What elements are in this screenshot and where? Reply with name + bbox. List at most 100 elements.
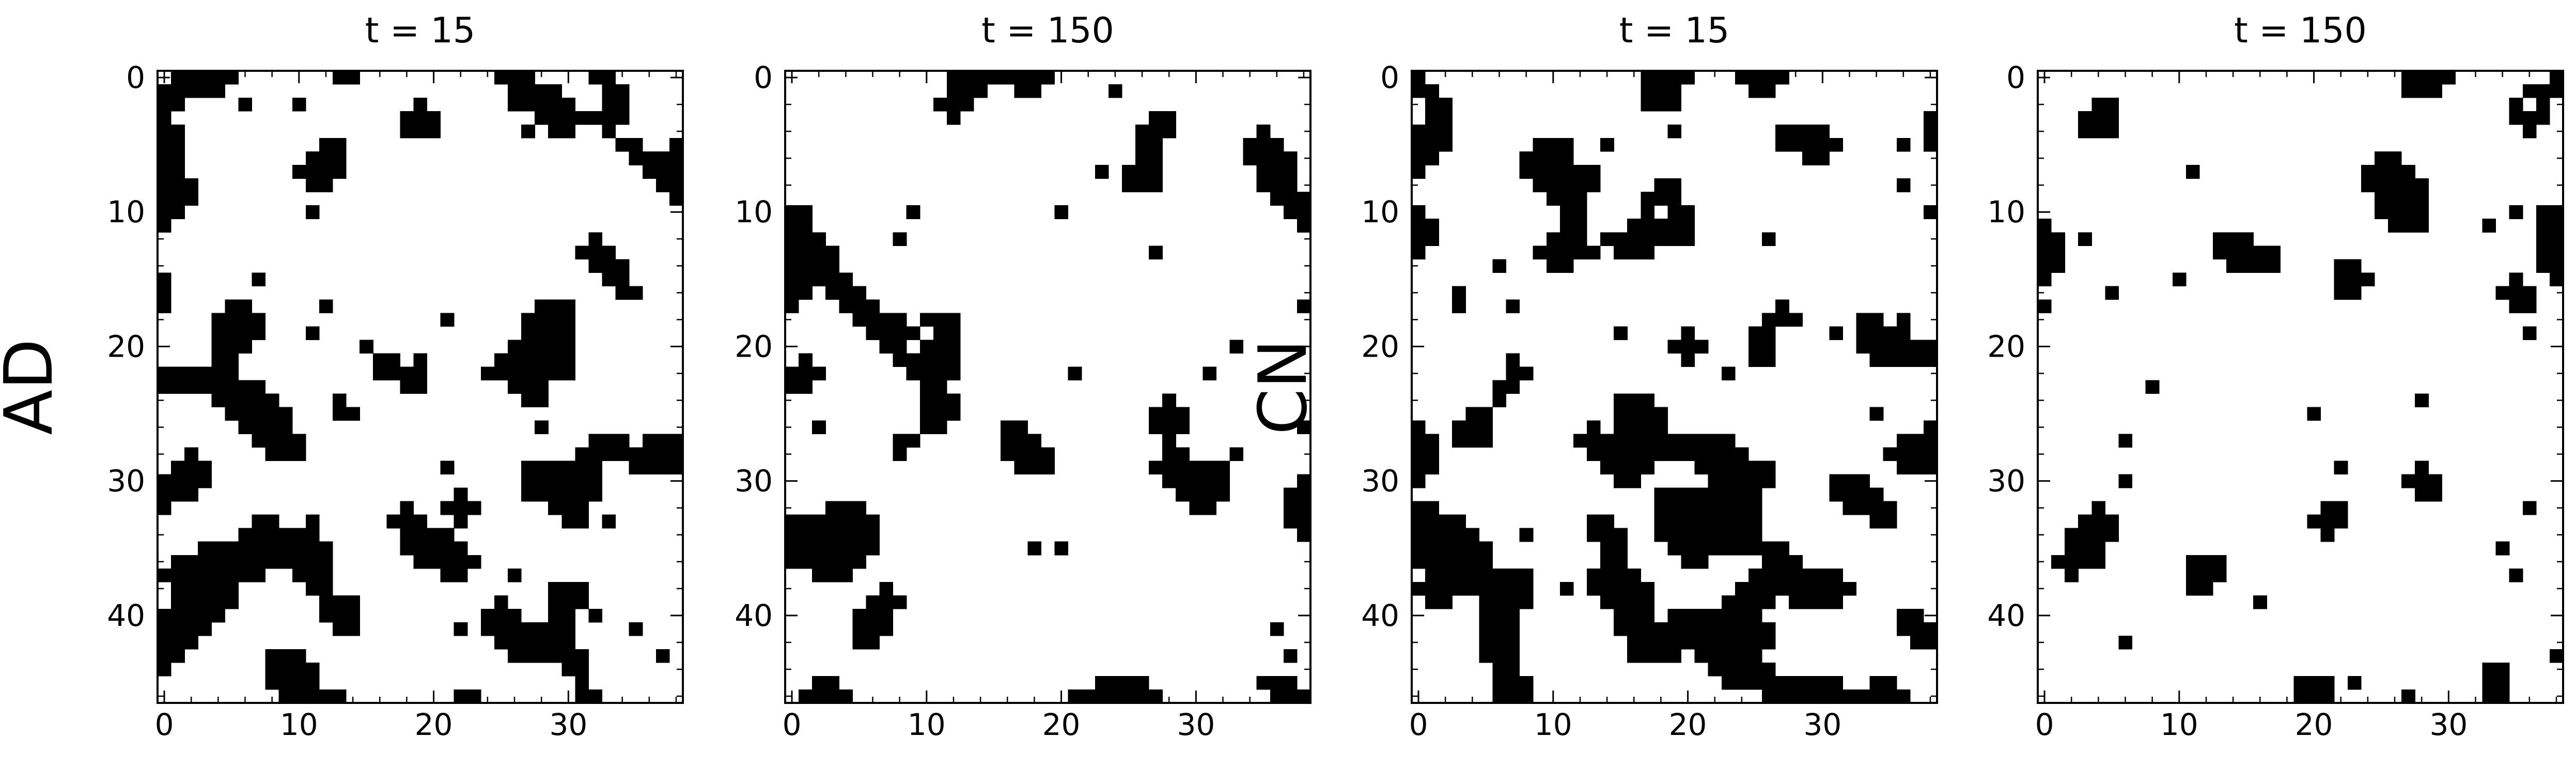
heatmap-cell [171, 461, 185, 475]
heatmap-cell [2105, 125, 2119, 139]
heatmap-cell [1627, 581, 1641, 596]
panel-background [2038, 71, 2563, 703]
heatmap-cell [333, 595, 347, 609]
heatmap-cell [1802, 151, 1816, 165]
x-tick-label: 30 [1177, 707, 1215, 742]
heatmap-cell [1546, 232, 1560, 246]
heatmap-cell [1641, 71, 1654, 85]
heatmap-cell [2522, 286, 2537, 300]
heatmap-cell [866, 326, 880, 341]
heatmap-cell [1762, 340, 1776, 354]
heatmap-cell [1694, 514, 1709, 529]
heatmap-cell [440, 541, 455, 556]
heatmap-cell [1721, 487, 1736, 502]
x-tick-label: 0 [155, 707, 174, 742]
heatmap-cell [1748, 622, 1762, 636]
heatmap-cell [1546, 165, 1560, 179]
heatmap-cell [1869, 340, 1884, 354]
heatmap-cell [1412, 84, 1426, 98]
heatmap-cell [171, 608, 185, 623]
heatmap-cell [1149, 420, 1163, 435]
heatmap-cell [561, 366, 575, 381]
heatmap-cell [2536, 205, 2550, 219]
heatmap-cell [1654, 501, 1668, 515]
heatmap-cell [1735, 514, 1749, 529]
heatmap-cell [919, 313, 934, 327]
heatmap-cell [1667, 501, 1682, 515]
heatmap-cell [265, 662, 279, 677]
heatmap-cell [946, 353, 961, 367]
heatmap-cell [225, 313, 239, 327]
heatmap-cell [333, 165, 347, 179]
heatmap-cell [561, 340, 575, 354]
heatmap-cell [893, 313, 907, 327]
heatmap-cell [1559, 138, 1574, 152]
heatmap-cell [1479, 407, 1493, 421]
heatmap-cell [427, 528, 441, 542]
heatmap-cell [1829, 581, 1844, 596]
heatmap-cell [2226, 259, 2240, 273]
heatmap-cell [508, 380, 522, 394]
x-tick-label: 0 [783, 707, 802, 742]
heatmap-cell [1614, 434, 1628, 448]
heatmap-cell [893, 326, 907, 341]
heatmap-cell [669, 165, 683, 179]
heatmap-cell [1559, 246, 1574, 259]
heatmap-cell [1149, 165, 1163, 179]
heatmap-cell [655, 434, 670, 448]
heatmap-cell [319, 151, 333, 165]
heatmap-cell [211, 568, 225, 582]
y-tick-label: 10 [1987, 194, 2025, 229]
heatmap-cell [1425, 434, 1439, 448]
heatmap-cell [2347, 286, 2362, 300]
heatmap-cell [1694, 340, 1709, 354]
heatmap-cell [211, 340, 225, 354]
heatmap-cell [2240, 259, 2254, 273]
heatmap-cell [1829, 676, 1844, 690]
heatmap-cell [521, 474, 535, 488]
heatmap-cell [852, 622, 867, 636]
heatmap-cell [1243, 151, 1257, 165]
heatmap-cell [1243, 138, 1257, 152]
heatmap-cell [1896, 622, 1911, 636]
heatmap-cell [211, 608, 225, 623]
heatmap-cell [521, 635, 535, 650]
heatmap-cell [1425, 528, 1439, 542]
heatmap-cell [1519, 595, 1534, 609]
heatmap-cell [225, 353, 239, 367]
heatmap-cell [799, 232, 813, 246]
heatmap-cell [2361, 178, 2375, 192]
heatmap-cell [184, 461, 198, 475]
heatmap-cell [413, 111, 428, 125]
heatmap-cell [265, 528, 279, 542]
heatmap-cell [2091, 541, 2105, 556]
heatmap-cell [1667, 635, 1682, 650]
heatmap-cell [1162, 447, 1176, 462]
heatmap-cell [278, 447, 293, 462]
panel-frame [784, 70, 1312, 704]
heatmap-cell [1600, 514, 1614, 529]
heatmap-cell [1014, 434, 1028, 448]
heatmap-cell [785, 380, 799, 394]
heatmap-cell [919, 407, 934, 421]
heatmap-cell [642, 434, 657, 448]
heatmap-cell [839, 514, 853, 529]
heatmap-cell [252, 541, 266, 556]
heatmap-cell [2415, 393, 2429, 408]
heatmap-cell [278, 676, 293, 690]
heatmap-cell [413, 528, 428, 542]
heatmap-cell [2091, 125, 2105, 139]
heatmap-cell [1573, 246, 1587, 259]
heatmap-cell [866, 541, 880, 556]
heatmap-cell [158, 649, 171, 663]
heatmap-cell [799, 272, 813, 286]
heatmap-cell [1869, 487, 1884, 502]
heatmap-cell [238, 340, 253, 354]
heatmap-cell [211, 595, 225, 609]
heatmap-cell [225, 326, 239, 341]
heatmap-cell [1762, 474, 1776, 488]
heatmap-cell [987, 71, 1001, 85]
heatmap-cell [1452, 420, 1466, 435]
heatmap-cell [494, 366, 508, 381]
